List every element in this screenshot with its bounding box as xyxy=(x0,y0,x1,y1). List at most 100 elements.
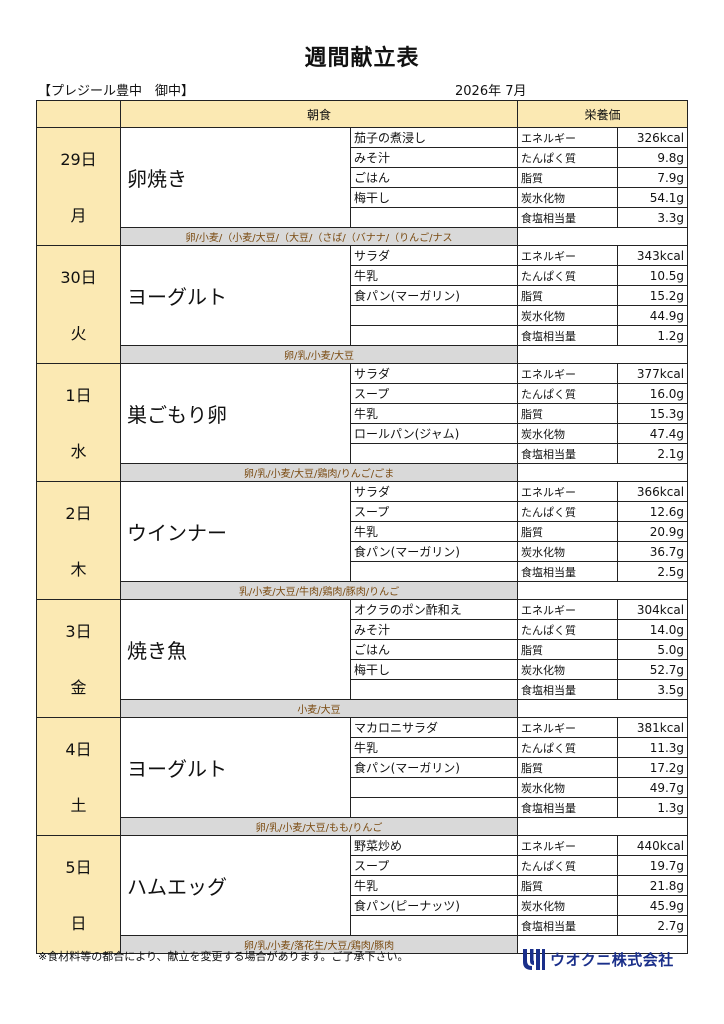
side-dish: サラダ xyxy=(349,245,519,266)
day-cell: 29日月 xyxy=(36,127,121,246)
nutrient-value: 14.0g xyxy=(617,619,689,640)
nutrient-label: 脂質 xyxy=(517,167,619,188)
side-dish: 牛乳 xyxy=(349,403,519,424)
day-date: 2日 xyxy=(65,504,92,523)
nutrient-label: 脂質 xyxy=(517,639,619,660)
nutrient-value: 1.3g xyxy=(617,797,689,818)
main-dish: ウインナー xyxy=(120,481,351,582)
side-dish: ロールパン(ジャム) xyxy=(349,423,519,444)
nutrient-value: 21.8g xyxy=(617,875,689,896)
nutrient-label: 食塩相当量 xyxy=(517,561,619,582)
allergen-list: 乳/小麦/大豆/牛肉/鶏肉/豚肉/りんご xyxy=(119,581,519,600)
nutrient-label: たんぱく質 xyxy=(517,855,619,876)
nutrient-label: 脂質 xyxy=(517,403,619,424)
client-name: 【プレジール豊中 御中】 xyxy=(38,84,195,99)
side-dish xyxy=(349,305,519,326)
allergen-list: 卵/小麦/（小麦/大豆/（大豆/（さば/（バナナ/（りんご/ナス xyxy=(119,227,519,246)
nutrient-label: エネルギー xyxy=(517,835,619,856)
nutrient-value: 52.7g xyxy=(617,659,689,680)
main-dish: 巣ごもり卵 xyxy=(120,363,351,464)
allergen-row: 乳/小麦/大豆/牛肉/鶏肉/豚肉/りんご xyxy=(37,581,689,600)
nutrient-value: 36.7g xyxy=(617,541,689,562)
nutrient-label: たんぱく質 xyxy=(517,619,619,640)
menu-body: 29日月卵焼き 茄子の煮浸し エネルギー 326kcal みそ汁 たんぱく質 9.8g ごはん… xyxy=(36,127,689,954)
side-dish xyxy=(349,797,519,818)
footnote: ※食材料等の都合により、献立を変更する場合があります。ご了承下さい。 xyxy=(38,950,409,963)
nutrient-value: 16.0g xyxy=(617,383,689,404)
menu-row: スープ たんぱく質 16.0g xyxy=(37,383,689,404)
menu-row: 食塩相当量 3.5g xyxy=(37,679,689,700)
side-dish: スープ xyxy=(349,501,519,522)
nutrient-value: 15.3g xyxy=(617,403,689,424)
breakfast-header: 朝食 xyxy=(119,100,519,128)
side-dish: 牛乳 xyxy=(349,875,519,896)
day-of-week: 月 xyxy=(70,206,87,225)
nutrient-value: 44.9g xyxy=(617,305,689,326)
day-cell: 1日水 xyxy=(36,363,121,482)
menu-row: 牛乳 たんぱく質 10.5g xyxy=(37,265,689,286)
nutrient-label: 炭水化物 xyxy=(517,777,619,798)
nutrient-label: 食塩相当量 xyxy=(517,443,619,464)
side-dish: サラダ xyxy=(349,363,519,384)
nutrient-label: 食塩相当量 xyxy=(517,915,619,936)
day-of-week: 木 xyxy=(70,560,87,579)
allergen-blank xyxy=(517,935,689,954)
nutrient-label: たんぱく質 xyxy=(517,737,619,758)
allergen-list: 小麦/大豆 xyxy=(119,699,519,718)
nutrient-label: たんぱく質 xyxy=(517,383,619,404)
table-header-row: 朝食 栄養価 xyxy=(36,100,689,128)
nutrient-label: エネルギー xyxy=(517,717,619,738)
header-corner xyxy=(36,100,121,128)
day-cell: 5日日 xyxy=(36,835,121,954)
company-name: ウオクニ株式会社 xyxy=(550,950,674,969)
allergen-row: 小麦/大豆 xyxy=(37,699,689,718)
menu-row: 食塩相当量 1.3g xyxy=(37,797,689,818)
day-of-week: 水 xyxy=(70,442,87,461)
nutrient-label: エネルギー xyxy=(517,127,619,148)
nutrient-value: 3.3g xyxy=(617,207,689,228)
side-dish: みそ汁 xyxy=(349,147,519,168)
menu-row: 炭水化物 44.9g xyxy=(37,305,689,326)
menu-row: 2日木ウインナー サラダ エネルギー 366kcal xyxy=(36,481,689,600)
menu-row: 食塩相当量 1.2g xyxy=(37,325,689,346)
menu-row: 食塩相当量 2.1g xyxy=(37,443,689,464)
menu-row: スープ たんぱく質 12.6g xyxy=(37,501,689,522)
day-cell: 2日木 xyxy=(36,481,121,600)
nutrient-label: 脂質 xyxy=(517,285,619,306)
side-dish: 茄子の煮浸し xyxy=(349,127,519,148)
nutrition-header: 栄養価 xyxy=(517,100,689,128)
allergen-list: 卵/乳/小麦/大豆/鶏肉/りんご/ごま xyxy=(119,463,519,482)
side-dish: 食パン(ピーナッツ) xyxy=(349,895,519,916)
allergen-row: 卵/乳/小麦/落花生/大豆/鶏肉/豚肉 xyxy=(37,935,689,954)
day-cell: 30日火 xyxy=(36,245,121,364)
nutrient-label: たんぱく質 xyxy=(517,501,619,522)
side-dish xyxy=(349,443,519,464)
allergen-list: 卵/乳/小麦/大豆 xyxy=(119,345,519,364)
side-dish: スープ xyxy=(349,383,519,404)
allergen-blank xyxy=(517,463,689,482)
side-dish: ごはん xyxy=(349,167,519,188)
allergen-blank xyxy=(517,227,689,246)
nutrient-value: 19.7g xyxy=(617,855,689,876)
menu-row: ロールパン(ジャム) 炭水化物 47.4g xyxy=(37,423,689,444)
nutrient-label: 食塩相当量 xyxy=(517,325,619,346)
nutrient-value: 20.9g xyxy=(617,521,689,542)
nutrient-label: 炭水化物 xyxy=(517,305,619,326)
main-dish: ヨーグルト xyxy=(120,717,351,818)
nutrient-label: 炭水化物 xyxy=(517,541,619,562)
allergen-row: 卵/乳/小麦/大豆 xyxy=(37,345,689,364)
main-dish: 卵焼き xyxy=(120,127,351,228)
allergen-row: 卵/小麦/（小麦/大豆/（大豆/（さば/（バナナ/（りんご/ナス xyxy=(37,227,689,246)
logo-mark-icon xyxy=(523,949,545,970)
allergen-row: 卵/乳/小麦/大豆/もも/りんご xyxy=(37,817,689,836)
day-of-week: 土 xyxy=(70,796,87,815)
day-of-week: 金 xyxy=(70,678,87,697)
nutrient-label: 脂質 xyxy=(517,521,619,542)
side-dish: 食パン(マーガリン) xyxy=(349,541,519,562)
side-dish xyxy=(349,679,519,700)
nutrient-value: 10.5g xyxy=(617,265,689,286)
side-dish: ごはん xyxy=(349,639,519,660)
nutrient-value: 9.8g xyxy=(617,147,689,168)
side-dish: スープ xyxy=(349,855,519,876)
page-title: 週間献立表 xyxy=(304,46,420,71)
